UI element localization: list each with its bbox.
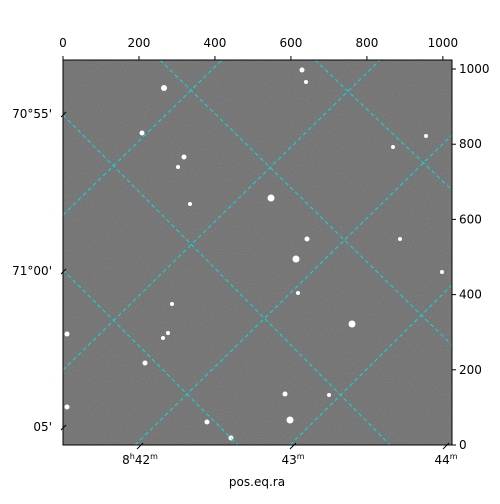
dec-tick-label: 71°00' bbox=[12, 264, 52, 278]
x-tick-label: 200 bbox=[128, 36, 151, 50]
ra-label-part: 44 bbox=[434, 453, 449, 467]
frame bbox=[62, 59, 453, 446]
ra-tick bbox=[442, 442, 450, 450]
wcs-grid bbox=[63, 60, 452, 445]
dec-tick bbox=[60, 111, 67, 118]
x-tick-label: 400 bbox=[204, 36, 227, 50]
ra-tick bbox=[289, 442, 297, 450]
y-tick-label: 1000 bbox=[459, 62, 490, 76]
ra-tick-label: 44m bbox=[434, 452, 457, 467]
ra-label-part: h bbox=[130, 452, 135, 461]
dec-tick-label: 05' bbox=[33, 420, 52, 434]
dec-tick-label: 70°55' bbox=[12, 107, 52, 121]
stars bbox=[64, 67, 444, 441]
dec-tick bbox=[60, 268, 67, 275]
x-axis-label: pos.eq.ra bbox=[229, 475, 285, 489]
ra-label-part: m bbox=[450, 452, 458, 461]
ra-label-part: 43 bbox=[281, 453, 296, 467]
x-tick-label: 800 bbox=[355, 36, 378, 50]
x-tick-label: 600 bbox=[279, 36, 302, 50]
y-tick-label: 600 bbox=[459, 212, 482, 226]
y-tick-label: 400 bbox=[459, 288, 482, 302]
ra-tick-label: 43m bbox=[281, 452, 304, 467]
ra-label-part: m bbox=[150, 452, 158, 461]
x-tick-label: 0 bbox=[59, 36, 67, 50]
ra-label-part: 42 bbox=[135, 453, 150, 467]
y-tick-label: 200 bbox=[459, 363, 482, 377]
dec-tick bbox=[60, 424, 67, 431]
ra-label-part: 8 bbox=[122, 453, 130, 467]
y-tick-label: 0 bbox=[459, 438, 467, 452]
ra-tick bbox=[136, 442, 144, 450]
image-noise bbox=[63, 60, 452, 445]
ra-tick-label: 8h42m bbox=[122, 452, 158, 467]
y-tick-label: 800 bbox=[459, 137, 482, 151]
x-tick-label: 1000 bbox=[428, 36, 459, 50]
ra-label-part: m bbox=[297, 452, 305, 461]
